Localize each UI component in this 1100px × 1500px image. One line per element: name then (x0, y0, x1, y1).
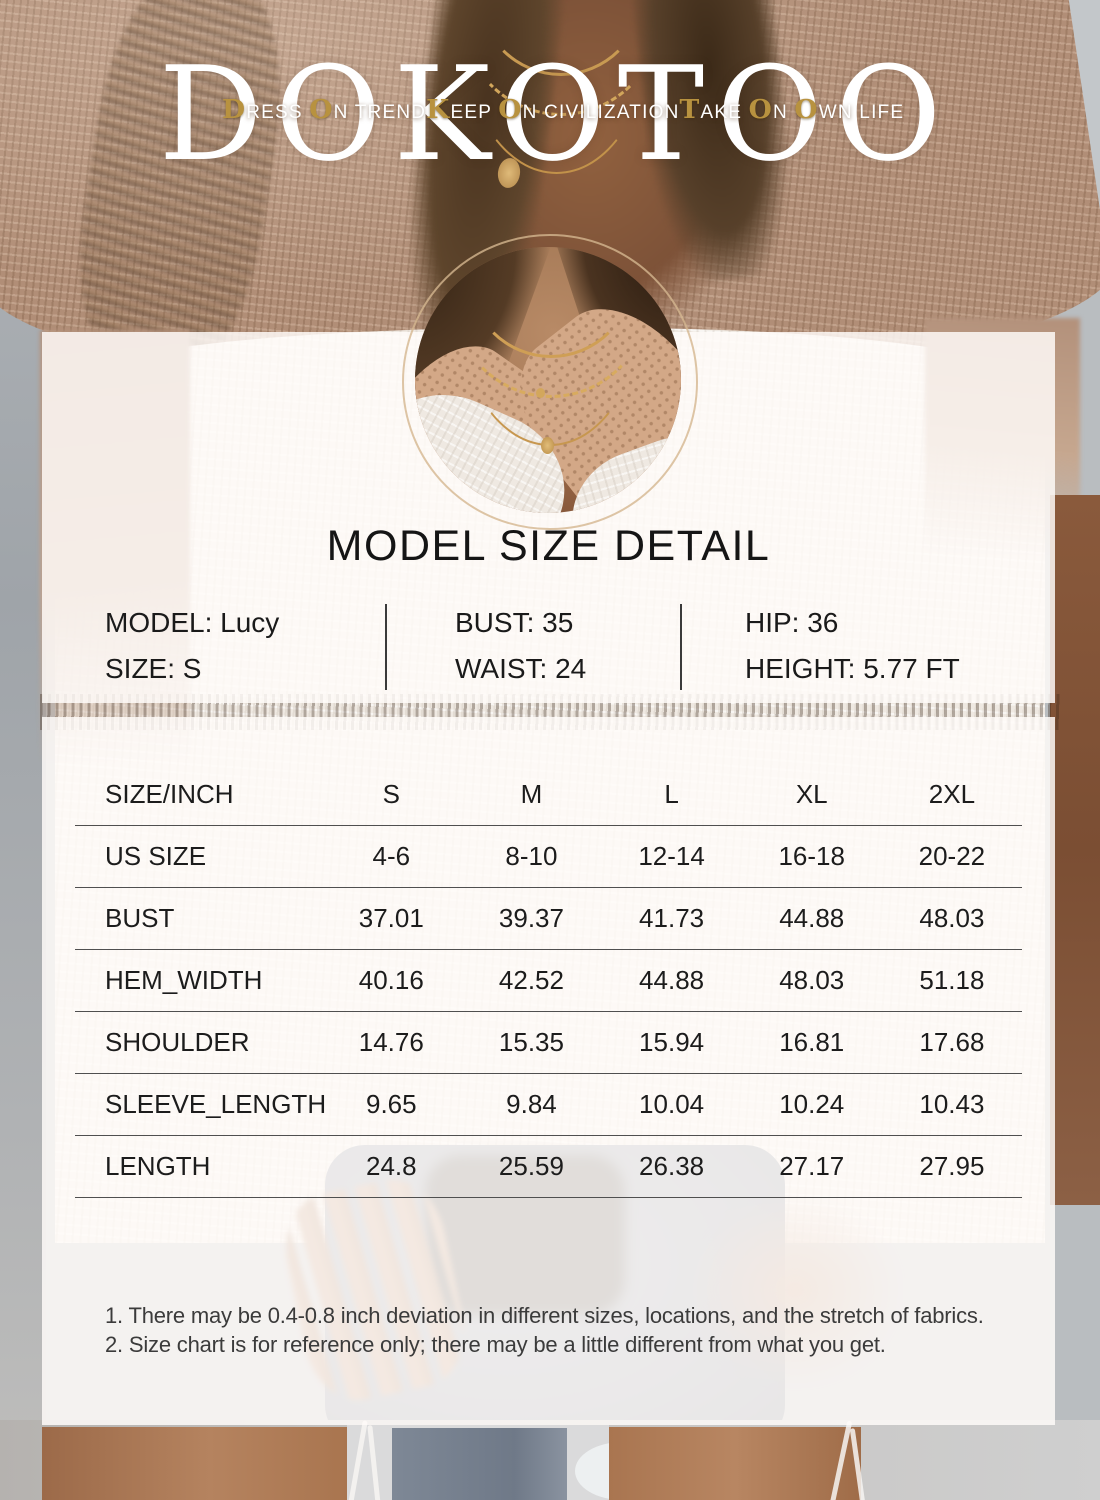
model-leg (42, 1427, 347, 1500)
size-table-row: HEM_WIDTH 40.16 42.52 44.88 48.03 51.18 (75, 949, 1022, 1012)
size-row-label: US SIZE (75, 825, 322, 888)
size-cell: 42.52 (461, 949, 602, 1012)
size-table-corner-header: SIZE/INCH (75, 764, 322, 826)
model-info-column: MODEL: Lucy SIZE: S (105, 600, 279, 692)
shadow-arm (1050, 495, 1100, 1205)
tagline-gold-letter: K (426, 94, 451, 125)
model-name: MODEL: Lucy (105, 607, 280, 638)
model-info-column: HIP: 36 HEIGHT: 5.77 FT (745, 600, 960, 692)
size-row-label: SHOULDER (75, 1011, 322, 1074)
size-cell: 16.81 (741, 1011, 882, 1074)
size-row-label: SLEEVE_LENGTH (75, 1073, 326, 1136)
tagline-text: N (772, 102, 795, 123)
tagline-text: EEP (450, 102, 499, 123)
size-table-row: SHOULDER 14.76 15.35 15.94 16.81 17.68 (75, 1011, 1022, 1074)
size-cell: 27.17 (741, 1135, 882, 1198)
size-table-header-row: SIZE/INCH S M L XL 2XL (75, 764, 1022, 826)
divider (385, 604, 387, 690)
brand-taglines: DRESS ON TREND KEEP ON CIVILIZATION TAKE… (222, 95, 903, 128)
necklace-detail-inset (415, 247, 681, 513)
size-table-row: SLEEVE_LENGTH 9.65 9.84 10.04 10.24 10.43 (75, 1073, 1022, 1136)
size-col-header: 2XL (881, 764, 1022, 826)
size-cell: 15.35 (461, 1011, 602, 1074)
size-chart-panel: SIZE/INCH S M L XL 2XL US SIZE 4-6 8-10 12-14 16-… (42, 717, 1055, 1425)
note-reference: 2. Size chart is for reference only; the… (105, 1332, 886, 1357)
necklace-pendant (536, 388, 545, 398)
brand-logo-text: DOKOTOO (158, 38, 954, 190)
size-col-header: M (461, 764, 602, 826)
size-cell: 48.03 (881, 887, 1022, 950)
size-cell: 17.68 (881, 1011, 1022, 1074)
model-waist: WAIST: 24 (455, 653, 587, 684)
size-cell: 41.73 (601, 887, 742, 950)
size-cell: 10.04 (601, 1073, 742, 1136)
size-cell: 48.03 (741, 949, 882, 1012)
tagline-gold-letter: T (679, 94, 701, 125)
size-chart-table: SIZE/INCH S M L XL 2XL US SIZE 4-6 8-10 12-14 16-… (75, 764, 1022, 1198)
size-cell: 9.84 (461, 1073, 602, 1136)
size-cell: 24.8 (321, 1135, 462, 1198)
size-cell: 15.94 (601, 1011, 742, 1074)
divider (680, 604, 682, 690)
model-leg (609, 1427, 861, 1500)
tagline-gold-letter: O (309, 94, 334, 125)
size-cell: 37.01 (321, 887, 462, 950)
size-cell: 4-6 (321, 825, 462, 888)
model-info-column: BUST: 35 WAIST: 24 (455, 600, 586, 692)
gold-necklace (462, 0, 651, 174)
size-cell: 8-10 (461, 825, 602, 888)
size-col-header: S (321, 764, 462, 826)
tagline-gold-letter: O (748, 94, 773, 125)
size-cell: 44.88 (741, 887, 882, 950)
size-row-label: LENGTH (75, 1135, 322, 1198)
tagline-keep-on-civilization: KEEP ON CIVILIZATION (426, 95, 679, 128)
tagline-text: N CIVILIZATION (522, 102, 680, 123)
necklace-pendant (541, 437, 554, 454)
tagline-text: RESS (246, 102, 310, 123)
size-cell: 14.76 (321, 1011, 462, 1074)
denim-shorts (392, 1428, 567, 1500)
size-row-label: BUST (75, 887, 322, 950)
tagline-take-on-own-life: TAKE ON OWN LIFE (680, 95, 905, 128)
size-cell: 12-14 (601, 825, 742, 888)
size-cell: 39.37 (461, 887, 602, 950)
size-table-row: US SIZE 4-6 8-10 12-14 16-18 20-22 (75, 825, 1022, 888)
note-deviation: 1. There may be 0.4-0.8 inch deviation i… (105, 1303, 984, 1328)
size-cell: 40.16 (321, 949, 462, 1012)
model-size: SIZE: S (105, 653, 202, 684)
inset-circle-ring (402, 234, 698, 530)
size-col-header: XL (741, 764, 882, 826)
size-cell: 25.59 (461, 1135, 602, 1198)
tagline-text: AKE (700, 102, 749, 123)
tagline-gold-letter: D (222, 94, 247, 125)
size-chart-notes: 1. There may be 0.4-0.8 inch deviation i… (105, 1301, 984, 1359)
size-table-row: BUST 37.01 39.37 41.73 44.88 48.03 (75, 887, 1022, 950)
tagline-dress-on-trend: DRESS ON TREND (222, 95, 426, 128)
size-cell: 26.38 (601, 1135, 742, 1198)
model-height: HEIGHT: 5.77 FT (745, 653, 960, 684)
size-cell: 10.24 (741, 1073, 882, 1136)
size-row-label: HEM_WIDTH (75, 949, 322, 1012)
size-cell: 27.95 (881, 1135, 1022, 1198)
model-size-detail-title: MODEL SIZE DETAIL (326, 522, 771, 570)
size-table-body: US SIZE 4-6 8-10 12-14 16-18 20-22 BUST 37.01 39… (75, 825, 1022, 1198)
size-cell: 20-22 (881, 825, 1022, 888)
model-bust: BUST: 35 (455, 607, 574, 638)
size-table-row: LENGTH 24.8 25.59 26.38 27.17 27.95 (75, 1135, 1022, 1198)
size-col-header: L (601, 764, 742, 826)
size-cell: 9.65 (321, 1073, 462, 1136)
size-cell: 16-18 (741, 825, 882, 888)
size-cell: 51.18 (881, 949, 1022, 1012)
tagline-text: N TREND (333, 102, 427, 123)
tagline-gold-letter: O (498, 94, 523, 125)
size-cell: 44.88 (601, 949, 742, 1012)
model-hip: HIP: 36 (745, 607, 839, 638)
tagline-text: WN LIFE (818, 102, 905, 123)
tagline-gold-letter: O (794, 94, 819, 125)
size-cell: 10.43 (881, 1073, 1022, 1136)
